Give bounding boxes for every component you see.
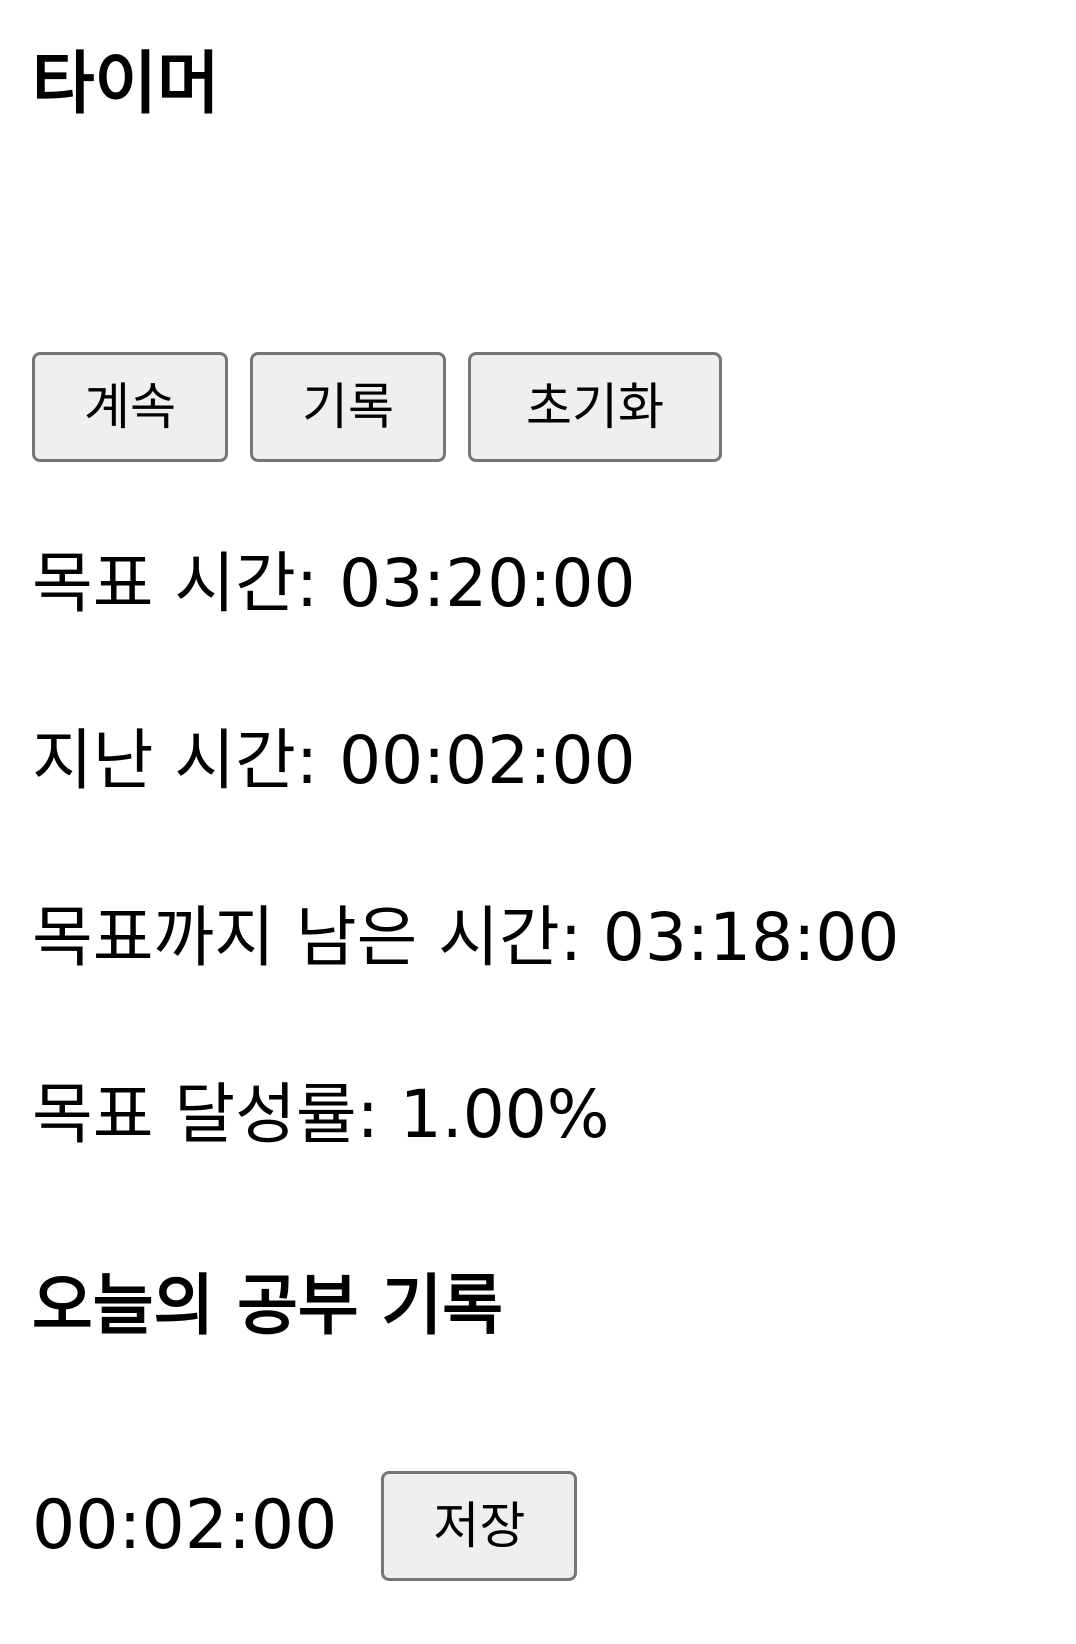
- save-button[interactable]: 저장: [381, 1471, 578, 1581]
- timer-controls: 계속 기록 초기화: [32, 352, 722, 462]
- record-button[interactable]: 기록: [250, 352, 446, 462]
- resume-button[interactable]: 계속: [32, 352, 228, 462]
- reset-button[interactable]: 초기화: [468, 352, 722, 462]
- elapsed-time: 지난 시간: 00:02:00: [32, 722, 636, 799]
- today-record-time: 00:02:00: [32, 1486, 338, 1565]
- today-record-title: 오늘의 공부 기록: [32, 1267, 503, 1344]
- page-title: 타이머: [32, 45, 220, 124]
- achievement-rate: 목표 달성률: 1.00%: [32, 1076, 610, 1153]
- remaining-time: 목표까지 남은 시간: 03:18:00: [32, 899, 900, 976]
- target-time: 목표 시간: 03:20:00: [32, 545, 636, 622]
- today-record-row: 00:02:00 저장: [32, 1471, 578, 1581]
